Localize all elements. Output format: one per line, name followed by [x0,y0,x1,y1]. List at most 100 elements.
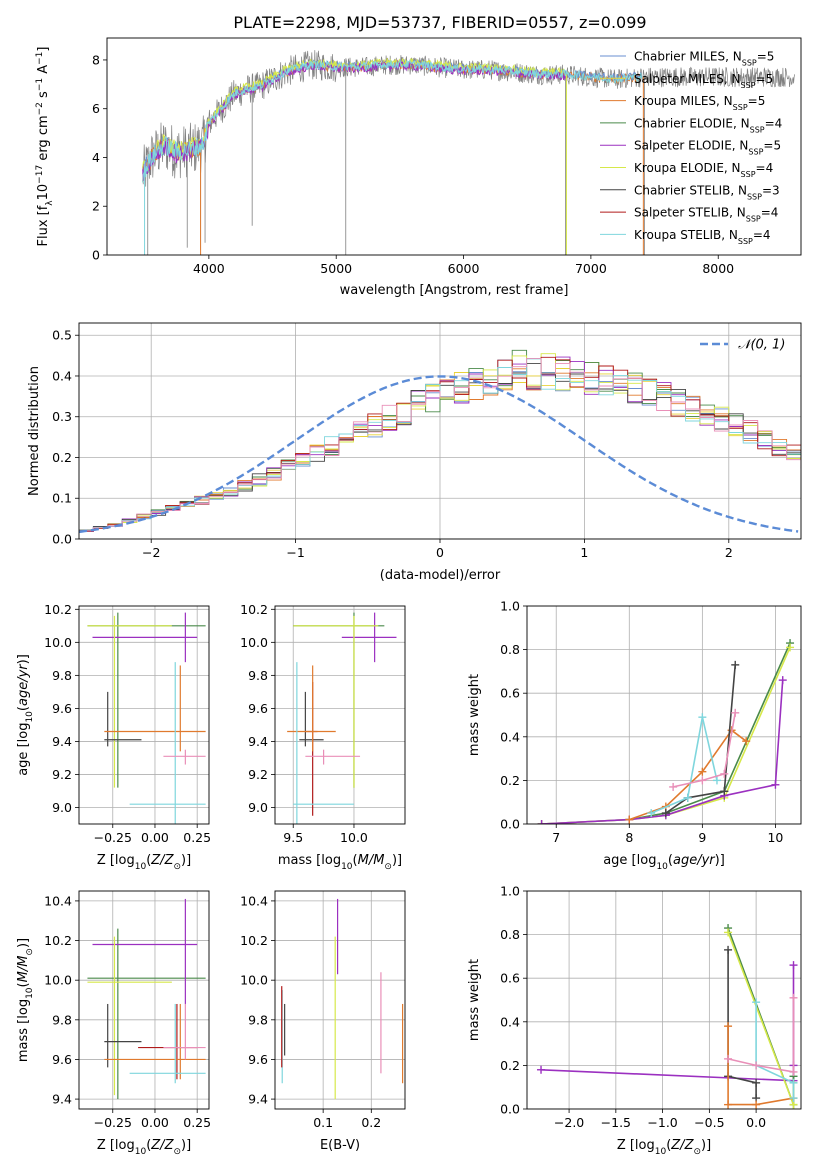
errorbar-point [138,1003,198,1080]
series-marker [698,713,707,722]
errorbar-point [299,691,324,747]
y-tick-label: 0.4 [52,368,72,383]
x-tick-label: −0.5 [694,1115,724,1130]
series-marker [669,782,678,791]
label-part: SSP [748,147,763,156]
legend-label: Kroupa ELODIE, NSSP=4 [634,161,773,179]
label-part: Z [log [97,1138,135,1153]
axes-massweight_vs_age: 7 8 9 10 0.0 0.2 0.4 0.6 0.8 1.0 mass weight age [l… [467,599,802,872]
plot-area [79,606,209,824]
errorbar-point [92,612,198,663]
y-tick-label: 9.6 [248,1052,268,1067]
errorbar-point [293,662,354,824]
histogram-chabrier-stelib [79,362,801,531]
label-part: Z/Z [670,1138,694,1153]
series-line-kroupa-stelib [755,1002,795,1099]
x-tick-label: 1 [580,545,588,560]
y-tick-label: 10.4 [44,893,72,908]
y-tick-label: 1.0 [500,884,520,899]
x-tick-label: −1.5 [601,1115,631,1130]
axes-age_vs_Z: −0.25 0.00 0.25 9.0 9.2 9.4 9.6 9.8 10.0 10.2 Z [l… [16,602,211,872]
label-part: M/M [16,956,31,983]
label-part: Z/Z [150,1138,174,1153]
series-marker [724,1100,733,1109]
label-part: ( [668,853,673,868]
label-part: ( [353,853,358,868]
series-marker [752,1100,761,1109]
y-tick-label: 0.6 [500,971,520,986]
x-axis-label: (data-model)/error [380,568,501,583]
axes-mass_vs_Z: −0.25 0.00 0.25 9.4 9.6 9.8 10.0 10.2 10.4 Z [log… [16,890,211,1157]
label-part: Z [log [617,1138,655,1153]
series-marker [712,776,721,785]
series-marker [789,1094,798,1103]
y-tick-label: 0.0 [500,817,520,832]
label-part: )] [701,1138,711,1153]
x-tick-label: 8000 [702,261,734,276]
label-part: ⊙ [173,862,181,872]
x-tick-label: 10 [767,830,783,845]
label-part: −17 [35,165,45,184]
y-tick-label: 9.8 [52,668,72,683]
x-tick-label: 5000 [320,261,352,276]
y-tick-label: 10.2 [44,933,72,948]
y-axis-label: age [log10(age/yr)] [16,654,35,776]
x-tick-label: −2.0 [554,1115,584,1130]
legend-label: Salpeter STELIB, NSSP=4 [634,206,778,224]
plot-area [79,891,209,1109]
y-tick-label: 9.2 [52,767,72,782]
series-marker [731,708,740,717]
spectrum-model-salpeter-elodie [142,60,566,181]
plot-area [527,891,801,1109]
y-tick-label: 9.4 [248,1092,268,1107]
series-marker [742,737,751,746]
legend-label: Chabrier ELODIE, NSSP=4 [634,116,782,133]
plot-area [142,50,795,255]
series-line-chabrier-stelib [727,949,757,1099]
label-part: )] [715,853,725,868]
y-axis-label: mass [log10(M/M⊙)] [16,938,35,1062]
label-part: SSP [747,192,762,201]
label-part: =5 [757,50,775,64]
label-part: )] [181,1138,191,1153]
x-tick-label: −1 [286,545,304,560]
legend-label: Kroupa STELIB, NSSP=4 [634,228,771,246]
x-tick-label: 4000 [193,261,225,276]
errorbar-point [163,749,206,765]
label-part: 10 [25,987,35,999]
label-part: −2 [35,102,45,115]
x-tick-label: 6000 [448,261,480,276]
y-tick-label: 0.3 [52,409,72,424]
y-tick-label: 10.4 [240,893,268,908]
series-marker [731,660,740,669]
axes-massweight_vs_Z: −2.0 −1.5 −1.0 −0.5 0.0 0.0 0.2 0.4 0.6 0.8 1.0 mas… [467,884,802,1157]
axes-frame [274,605,406,825]
series-line-kroupa-miles [727,1026,794,1106]
label-part: A [36,65,51,78]
label-part: SSP [742,58,757,67]
y-axis-label: mass weight [467,674,482,756]
errorbar-point [104,1003,142,1068]
y-tick-label: 0.5 [52,328,72,343]
y-tick-label: 9.4 [248,734,268,749]
y-tick-label: 9.2 [248,767,268,782]
label-part: =4 [761,206,779,220]
series-marker [724,1022,733,1031]
label-part: Kroupa STELIB, N [634,228,738,242]
series-marker [752,998,761,1007]
y-tick-label: 9.0 [52,800,72,815]
axes-residuals: −2 −1 0 1 2 0.0 0.1 0.2 0.3 0.4 0.5 (data-model)/er… [27,322,802,583]
y-tick-label: 0.0 [52,532,72,547]
series-marker [537,1065,546,1074]
x-tick-label: 0.00 [141,830,169,845]
label-part: SSP [733,103,748,112]
label-part: M/M [358,853,385,868]
series-marker [786,643,795,652]
label-part: SSP [738,236,753,245]
x-tick-label: 0.25 [183,1115,211,1130]
plot-area [527,606,801,824]
x-tick-label: 0.25 [183,830,211,845]
y-tick-label: 0.8 [500,642,520,657]
series-line-pink [727,997,795,1073]
label-part: SSP [741,170,756,179]
